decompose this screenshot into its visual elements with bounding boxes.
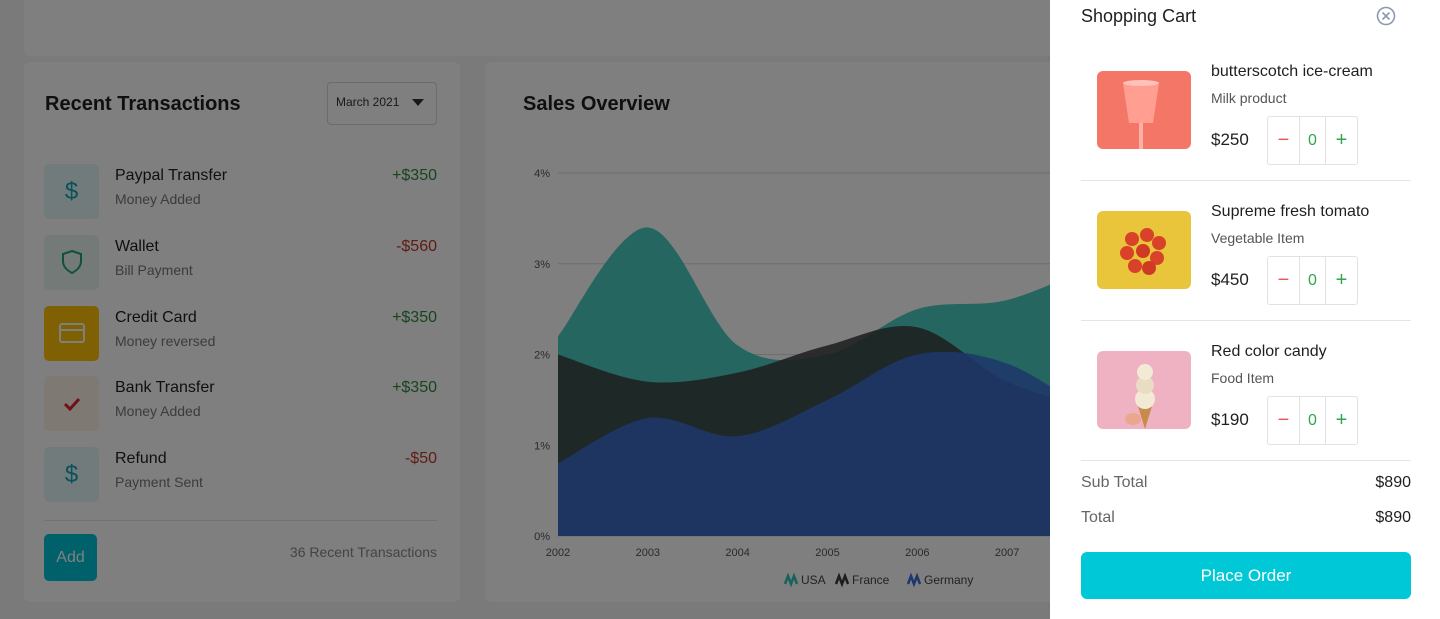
- place-order-button[interactable]: Place Order: [1081, 552, 1411, 599]
- candy-image: [1097, 351, 1191, 429]
- cart-item-price: $190: [1211, 410, 1249, 429]
- quantity-value[interactable]: 0: [1299, 397, 1326, 444]
- cart-title: Shopping Cart: [1081, 6, 1197, 26]
- quantity-stepper: − 0 +: [1267, 116, 1358, 165]
- cart-item-category: Vegetable Item: [1211, 230, 1305, 246]
- quantity-stepper: − 0 +: [1267, 256, 1358, 305]
- cart-item: Supreme fresh tomato Vegetable Item $450…: [1081, 193, 1411, 333]
- divider: [1081, 320, 1411, 321]
- cart-item-name: butterscotch ice-cream: [1211, 63, 1373, 80]
- decrease-button[interactable]: −: [1268, 397, 1299, 444]
- subtotal-value: $890: [1375, 474, 1411, 491]
- quantity-stepper: − 0 +: [1267, 396, 1358, 445]
- quantity-value[interactable]: 0: [1299, 117, 1326, 164]
- cart-item: butterscotch ice-cream Milk product $250…: [1081, 53, 1411, 193]
- increase-button[interactable]: +: [1326, 257, 1357, 304]
- decrease-button[interactable]: −: [1268, 257, 1299, 304]
- total-value: $890: [1375, 509, 1411, 526]
- tomato-image: [1097, 211, 1191, 289]
- quantity-value[interactable]: 0: [1299, 257, 1326, 304]
- divider: [1081, 460, 1411, 461]
- cart-item: Red color candy Food Item $190 − 0 +: [1081, 333, 1411, 473]
- decrease-button[interactable]: −: [1268, 117, 1299, 164]
- total-label: Total: [1081, 509, 1115, 526]
- divider: [1081, 180, 1411, 181]
- cart-item-name: Red color candy: [1211, 343, 1327, 360]
- cart-item-price: $450: [1211, 270, 1249, 289]
- cart-item-price: $250: [1211, 130, 1249, 149]
- shopping-cart-panel: Shopping Cart butterscotch ice-cream Mil…: [1050, 0, 1440, 619]
- cart-item-name: Supreme fresh tomato: [1211, 203, 1370, 220]
- ice-cream-image: [1097, 71, 1191, 149]
- close-icon[interactable]: [1376, 6, 1396, 26]
- cart-item-category: Food Item: [1211, 370, 1275, 386]
- increase-button[interactable]: +: [1326, 117, 1357, 164]
- cart-item-category: Milk product: [1211, 90, 1287, 106]
- increase-button[interactable]: +: [1326, 397, 1357, 444]
- subtotal-label: Sub Total: [1081, 474, 1148, 491]
